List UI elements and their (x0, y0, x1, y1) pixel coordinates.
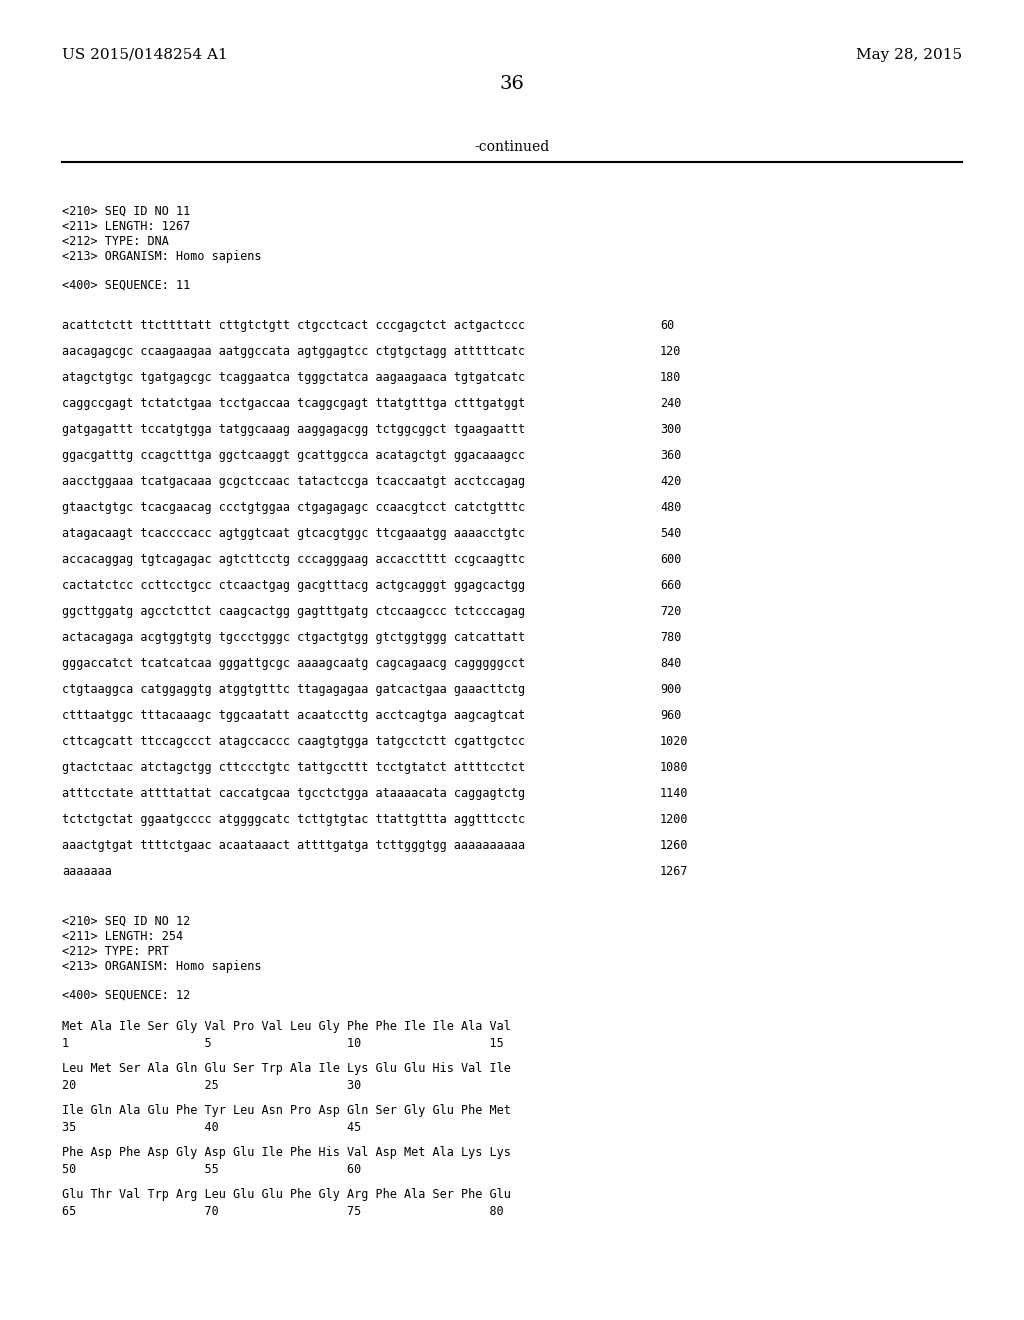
Text: 120: 120 (660, 345, 681, 358)
Text: aaactgtgat ttttctgaac acaataaact attttgatga tcttgggtgg aaaaaaaaaa: aaactgtgat ttttctgaac acaataaact attttga… (62, 840, 525, 851)
Text: <400> SEQUENCE: 12: <400> SEQUENCE: 12 (62, 989, 190, 1002)
Text: aacagagcgc ccaagaagaa aatggccata agtggagtcc ctgtgctagg atttttcatc: aacagagcgc ccaagaagaa aatggccata agtggag… (62, 345, 525, 358)
Text: ctgtaaggca catggaggtg atggtgtttc ttagagagaa gatcactgaa gaaacttctg: ctgtaaggca catggaggtg atggtgtttc ttagaga… (62, 682, 525, 696)
Text: 540: 540 (660, 527, 681, 540)
Text: <210> SEQ ID NO 12: <210> SEQ ID NO 12 (62, 915, 190, 928)
Text: ggcttggatg agcctcttct caagcactgg gagtttgatg ctccaagccc tctcccagag: ggcttggatg agcctcttct caagcactgg gagtttg… (62, 605, 525, 618)
Text: cactatctcc ccttcctgcc ctcaactgag gacgtttacg actgcagggt ggagcactgg: cactatctcc ccttcctgcc ctcaactgag gacgttt… (62, 579, 525, 591)
Text: actacagaga acgtggtgtg tgccctgggc ctgactgtgg gtctggtggg catcattatt: actacagaga acgtggtgtg tgccctgggc ctgactg… (62, 631, 525, 644)
Text: ctttaatggc tttacaaagc tggcaatatt acaatccttg acctcagtga aagcagtcat: ctttaatggc tttacaaagc tggcaatatt acaatcc… (62, 709, 525, 722)
Text: Phe Asp Phe Asp Gly Asp Glu Ile Phe His Val Asp Met Ala Lys Lys: Phe Asp Phe Asp Gly Asp Glu Ile Phe His … (62, 1146, 511, 1159)
Text: May 28, 2015: May 28, 2015 (856, 48, 962, 62)
Text: 240: 240 (660, 397, 681, 411)
Text: <400> SEQUENCE: 11: <400> SEQUENCE: 11 (62, 279, 190, 292)
Text: Leu Met Ser Ala Gln Glu Ser Trp Ala Ile Lys Glu Glu His Val Ile: Leu Met Ser Ala Gln Glu Ser Trp Ala Ile … (62, 1063, 511, 1074)
Text: <211> LENGTH: 1267: <211> LENGTH: 1267 (62, 220, 190, 234)
Text: 65                  70                  75                  80: 65 70 75 80 (62, 1205, 504, 1218)
Text: 1260: 1260 (660, 840, 688, 851)
Text: <212> TYPE: PRT: <212> TYPE: PRT (62, 945, 169, 958)
Text: 180: 180 (660, 371, 681, 384)
Text: accacaggag tgtcagagac agtcttcctg cccagggaag accacctttt ccgcaagttc: accacaggag tgtcagagac agtcttcctg cccaggg… (62, 553, 525, 566)
Text: <210> SEQ ID NO 11: <210> SEQ ID NO 11 (62, 205, 190, 218)
Text: US 2015/0148254 A1: US 2015/0148254 A1 (62, 48, 227, 62)
Text: <213> ORGANISM: Homo sapiens: <213> ORGANISM: Homo sapiens (62, 960, 261, 973)
Text: 840: 840 (660, 657, 681, 671)
Text: -continued: -continued (474, 140, 550, 154)
Text: 900: 900 (660, 682, 681, 696)
Text: 1                   5                   10                  15: 1 5 10 15 (62, 1038, 504, 1049)
Text: 420: 420 (660, 475, 681, 488)
Text: 1020: 1020 (660, 735, 688, 748)
Text: gtactctaac atctagctgg cttccctgtc tattgccttt tcctgtatct attttcctct: gtactctaac atctagctgg cttccctgtc tattgcc… (62, 762, 525, 774)
Text: atagacaagt tcaccccacc agtggtcaat gtcacgtggc ttcgaaatgg aaaacctgtc: atagacaagt tcaccccacc agtggtcaat gtcacgt… (62, 527, 525, 540)
Text: 1200: 1200 (660, 813, 688, 826)
Text: 780: 780 (660, 631, 681, 644)
Text: <213> ORGANISM: Homo sapiens: <213> ORGANISM: Homo sapiens (62, 249, 261, 263)
Text: atagctgtgc tgatgagcgc tcaggaatca tgggctatca aagaagaaca tgtgatcatc: atagctgtgc tgatgagcgc tcaggaatca tgggcta… (62, 371, 525, 384)
Text: 1267: 1267 (660, 865, 688, 878)
Text: 1140: 1140 (660, 787, 688, 800)
Text: 960: 960 (660, 709, 681, 722)
Text: <211> LENGTH: 254: <211> LENGTH: 254 (62, 931, 183, 942)
Text: ggacgatttg ccagctttga ggctcaaggt gcattggcca acatagctgt ggacaaagcc: ggacgatttg ccagctttga ggctcaaggt gcattgg… (62, 449, 525, 462)
Text: cttcagcatt ttccagccct atagccaccc caagtgtgga tatgcctctt cgattgctcc: cttcagcatt ttccagccct atagccaccc caagtgt… (62, 735, 525, 748)
Text: Ile Gln Ala Glu Phe Tyr Leu Asn Pro Asp Gln Ser Gly Glu Phe Met: Ile Gln Ala Glu Phe Tyr Leu Asn Pro Asp … (62, 1104, 511, 1117)
Text: Glu Thr Val Trp Arg Leu Glu Glu Phe Gly Arg Phe Ala Ser Phe Glu: Glu Thr Val Trp Arg Leu Glu Glu Phe Gly … (62, 1188, 511, 1201)
Text: acattctctt ttcttttatt cttgtctgtt ctgcctcact cccgagctct actgactccc: acattctctt ttcttttatt cttgtctgtt ctgcctc… (62, 319, 525, 333)
Text: 20                  25                  30: 20 25 30 (62, 1078, 361, 1092)
Text: aacctggaaa tcatgacaaa gcgctccaac tatactccga tcaccaatgt acctccagag: aacctggaaa tcatgacaaa gcgctccaac tatactc… (62, 475, 525, 488)
Text: caggccgagt tctatctgaa tcctgaccaa tcaggcgagt ttatgtttga ctttgatggt: caggccgagt tctatctgaa tcctgaccaa tcaggcg… (62, 397, 525, 411)
Text: <212> TYPE: DNA: <212> TYPE: DNA (62, 235, 169, 248)
Text: 300: 300 (660, 422, 681, 436)
Text: gtaactgtgc tcacgaacag ccctgtggaa ctgagagagc ccaacgtcct catctgtttc: gtaactgtgc tcacgaacag ccctgtggaa ctgagag… (62, 502, 525, 513)
Text: 660: 660 (660, 579, 681, 591)
Text: 480: 480 (660, 502, 681, 513)
Text: 36: 36 (500, 75, 524, 92)
Text: aaaaaaa: aaaaaaa (62, 865, 112, 878)
Text: 1080: 1080 (660, 762, 688, 774)
Text: tctctgctat ggaatgcccc atggggcatc tcttgtgtac ttattgttta aggtttcctc: tctctgctat ggaatgcccc atggggcatc tcttgtg… (62, 813, 525, 826)
Text: 50                  55                  60: 50 55 60 (62, 1163, 361, 1176)
Text: atttcctate attttattat caccatgcaa tgcctctgga ataaaacata caggagtctg: atttcctate attttattat caccatgcaa tgcctct… (62, 787, 525, 800)
Text: 600: 600 (660, 553, 681, 566)
Text: 60: 60 (660, 319, 674, 333)
Text: 360: 360 (660, 449, 681, 462)
Text: gatgagattt tccatgtgga tatggcaaag aaggagacgg tctggcggct tgaagaattt: gatgagattt tccatgtgga tatggcaaag aaggaga… (62, 422, 525, 436)
Text: Met Ala Ile Ser Gly Val Pro Val Leu Gly Phe Phe Ile Ile Ala Val: Met Ala Ile Ser Gly Val Pro Val Leu Gly … (62, 1020, 511, 1034)
Text: 720: 720 (660, 605, 681, 618)
Text: gggaccatct tcatcatcaa gggattgcgc aaaagcaatg cagcagaacg cagggggcct: gggaccatct tcatcatcaa gggattgcgc aaaagca… (62, 657, 525, 671)
Text: 35                  40                  45: 35 40 45 (62, 1121, 361, 1134)
